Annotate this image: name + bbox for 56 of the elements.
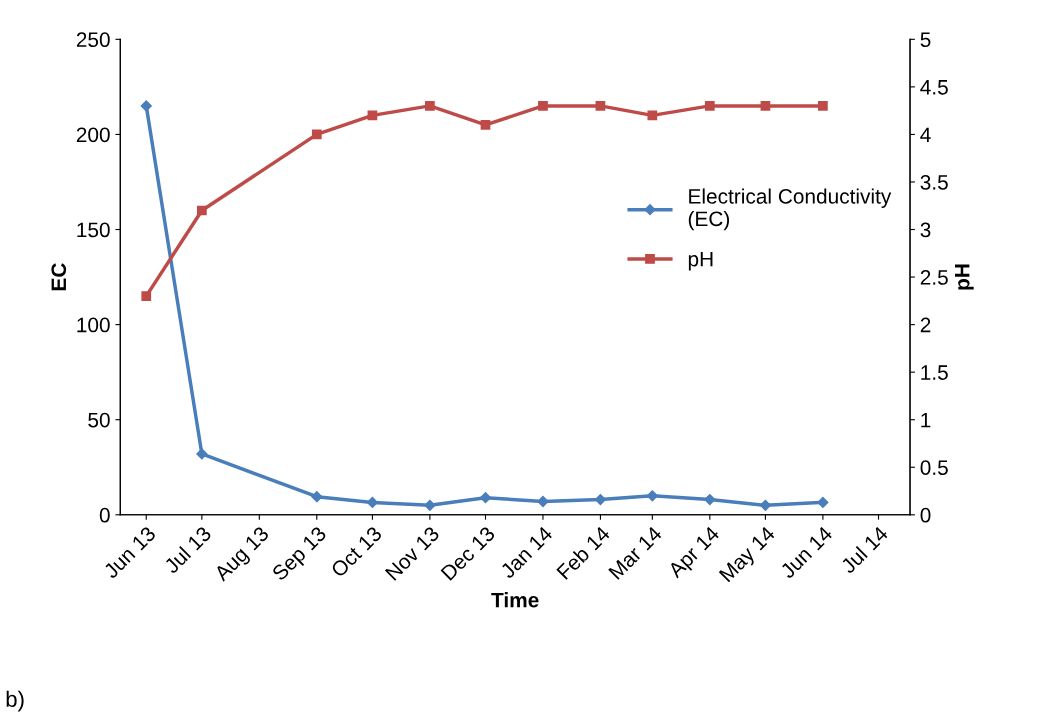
point [140,100,152,112]
point [817,496,829,509]
point [760,101,771,111]
point [759,499,772,511]
y2-tick-label: 0 [920,507,931,523]
point [424,499,436,511]
y2-tick-label: 2 [920,317,931,333]
x-tick-label: Aug 13 [213,525,273,585]
y-tick-label: 50 [88,412,110,428]
x-tick-label: Mar 14 [608,525,663,580]
point [646,490,658,502]
y2-tick-label: 1.5 [921,365,948,380]
y2-axis-title: pH [955,264,974,290]
y-tick-label: 150 [77,222,110,238]
point [141,291,152,301]
x-tick-label: May 14 [718,525,779,586]
x-axis-title: Time [491,592,539,608]
y2-tick-label: 0.5 [920,460,948,476]
point [425,101,435,111]
x-tick-label: Jun 14 [779,525,834,580]
y-tick-label: 100 [77,317,110,333]
x-tick-label: Sep 13 [271,525,330,585]
x-tick-label: Jul 13 [162,525,213,575]
point [595,101,606,111]
point [647,110,658,121]
y2-tick-label: 4.5 [920,80,948,95]
x-tick-label: Jan 14 [499,525,554,580]
y2-tick-label: 4 [920,127,931,142]
x-tick-label: Nov 13 [384,525,441,581]
point [818,101,828,111]
x-tick-label: Jun 13 [102,525,157,580]
y-tick-label: 200 [76,127,110,143]
y-tick-label: 250 [76,32,110,48]
point [196,205,207,216]
x-tick-label: Jul 14 [839,524,889,575]
x-tick-label: Oct 13 [330,525,383,579]
point [704,493,716,506]
x-tick-label: Dec 13 [440,525,496,581]
point [538,101,548,111]
point [479,492,492,504]
point [311,491,323,503]
y2-tick-label: 5 [920,32,931,48]
y2-tick-label: 3.5 [920,174,948,190]
legend-label: pH [688,251,713,271]
y-tick-label: 0 [99,507,110,523]
legend-label: Electrical Conductivity (EC) [688,188,892,231]
y2-tick-label: 3 [920,222,931,238]
point [196,448,208,460]
point [311,129,322,140]
text: b) [6,690,24,712]
y2-tick-label: 1 [921,412,931,428]
y-axis-title: EC [51,263,67,291]
point [537,495,549,508]
point [704,101,715,111]
point [480,120,491,130]
y2-tick-label: 2.5 [920,270,948,285]
